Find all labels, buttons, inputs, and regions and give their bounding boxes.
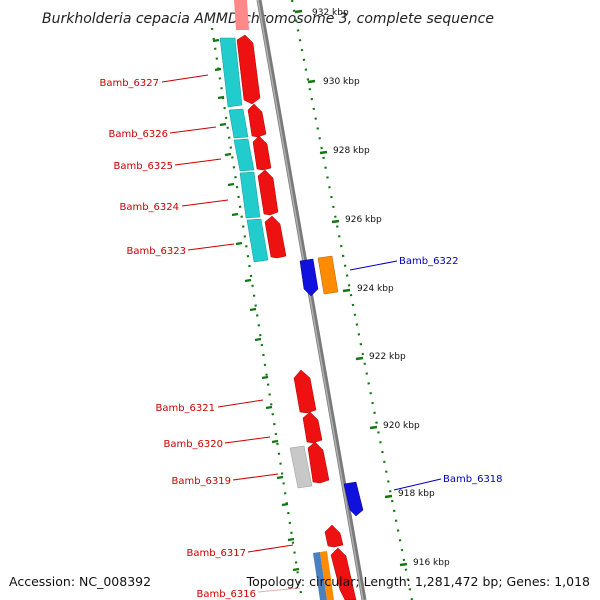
tick-label-932: 932 kbp bbox=[312, 8, 349, 18]
gene-arrow-reverse[interactable] bbox=[343, 481, 364, 517]
cds-band[interactable] bbox=[233, 138, 255, 172]
topology-text: Topology: circular; Length: 1,281,472 bp… bbox=[246, 574, 590, 589]
tick-label-920: 920 kbp bbox=[383, 421, 420, 431]
chromosome-backbone bbox=[256, 0, 367, 600]
gene-arrow-forward[interactable] bbox=[302, 411, 323, 444]
gene-orange-block[interactable] bbox=[317, 255, 339, 295]
cds-band[interactable] bbox=[228, 108, 249, 139]
gene-label-bamb-6321[interactable]: Bamb_6321 bbox=[155, 403, 215, 414]
gene-arrow-forward[interactable] bbox=[293, 369, 317, 414]
gene-label-bamb-6320[interactable]: Bamb_6320 bbox=[163, 439, 223, 450]
gene-label-bamb-6319[interactable]: Bamb_6319 bbox=[171, 476, 231, 487]
tick-label-922: 922 kbp bbox=[369, 352, 406, 362]
gene-arrow-forward[interactable] bbox=[324, 524, 344, 548]
tick-label-928: 928 kbp bbox=[333, 146, 370, 156]
gene-label-bamb-6322[interactable]: Bamb_6322 bbox=[399, 256, 459, 267]
cds-band[interactable] bbox=[239, 171, 261, 219]
gene-arrow-reverse[interactable] bbox=[299, 258, 319, 297]
gene-arrow-forward[interactable] bbox=[264, 215, 287, 259]
outer-dotted-track bbox=[290, 0, 414, 600]
cds-band[interactable] bbox=[219, 37, 243, 108]
map-title: Burkholderia cepacia AMMD chromosome 3, … bbox=[42, 11, 494, 27]
cds-band-group bbox=[219, 37, 269, 263]
tick-label-916: 916 kbp bbox=[413, 558, 450, 568]
gene-label-bamb-6318[interactable]: Bamb_6318 bbox=[443, 474, 503, 485]
chromosome-backbone-highlight bbox=[257, 0, 364, 600]
gene-arrow-forward[interactable] bbox=[247, 103, 267, 138]
inner-tick-marks bbox=[212, 38, 300, 572]
tick-label-918: 918 kbp bbox=[398, 489, 435, 499]
gene-label-bamb-6327[interactable]: Bamb_6327 bbox=[99, 78, 159, 89]
gene-block-orange[interactable] bbox=[320, 551, 334, 600]
cds-band[interactable] bbox=[246, 218, 269, 263]
gene-label-bamb-6316[interactable]: Bamb_6316 bbox=[196, 589, 256, 600]
gene-label-bamb-6325[interactable]: Bamb_6325 bbox=[113, 161, 173, 172]
gene-arrow-forward[interactable] bbox=[257, 169, 279, 216]
accession-text: Accession: NC_008392 bbox=[9, 574, 151, 589]
gene-other[interactable] bbox=[289, 445, 313, 489]
forward-label-pointers bbox=[161, 74, 301, 593]
gene-label-bamb-6323[interactable]: Bamb_6323 bbox=[126, 246, 186, 257]
gene-block-blue[interactable] bbox=[313, 552, 327, 600]
gene-label-bamb-6317[interactable]: Bamb_6317 bbox=[186, 548, 246, 559]
reverse-label-pointers bbox=[349, 260, 442, 491]
gene-label-bamb-6324[interactable]: Bamb_6324 bbox=[119, 202, 179, 213]
gene-arrow-forward[interactable] bbox=[252, 135, 272, 171]
gene-arrow-forward[interactable] bbox=[236, 34, 261, 105]
gene-arrow-forward[interactable] bbox=[307, 441, 330, 484]
gene-label-bamb-6326[interactable]: Bamb_6326 bbox=[108, 129, 168, 140]
tick-label-924: 924 kbp bbox=[357, 284, 394, 294]
tick-label-930: 930 kbp bbox=[323, 77, 360, 87]
outer-tick-marks bbox=[294, 9, 408, 567]
gene-arrow-forward[interactable] bbox=[330, 547, 357, 600]
forward-gene-group bbox=[234, 0, 357, 600]
gene-arrow-forward[interactable] bbox=[234, 0, 249, 30]
tick-label-926: 926 kbp bbox=[345, 215, 382, 225]
